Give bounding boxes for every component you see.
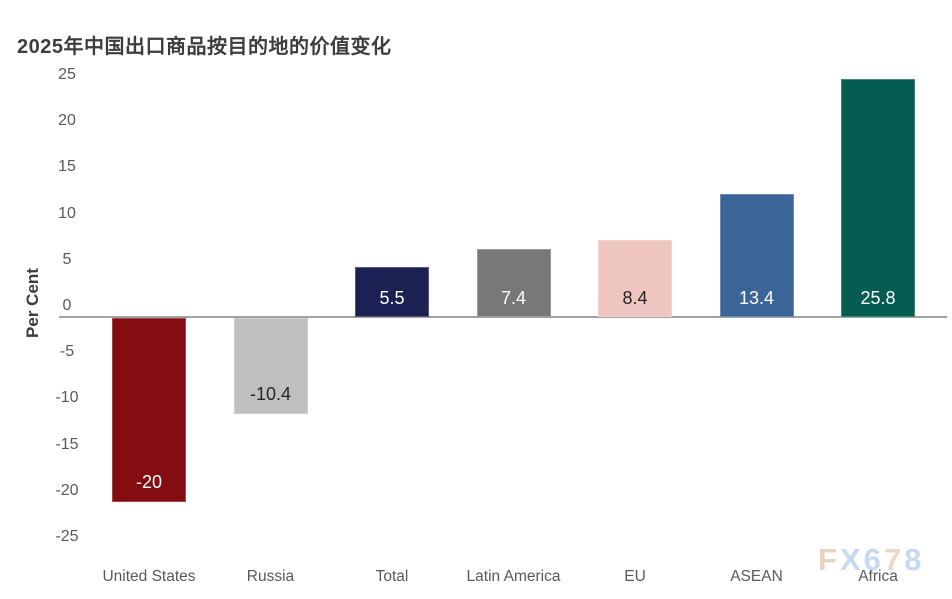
y-tick-label: 25 [58, 66, 76, 83]
bar-value-label: 25.8 [860, 287, 896, 308]
x-tick-label: EU [624, 568, 646, 585]
y-tick-label: -15 [55, 435, 79, 453]
y-tick-label: -5 [59, 343, 75, 361]
x-tick-label: Russia [246, 568, 295, 585]
bar-value-label: 7.4 [500, 287, 527, 308]
bar-eu [598, 239, 672, 318]
watermark-letter: 7 [883, 542, 905, 577]
bar-latin-america [476, 249, 551, 318]
x-tick-label: United States [102, 568, 196, 585]
y-tick-label: 20 [58, 112, 76, 130]
bar-value-label: -10.4 [249, 383, 292, 404]
watermark-fx678: FX678 [818, 542, 924, 578]
y-tick-label: 5 [62, 250, 72, 268]
x-tick-label: Latin America [466, 568, 561, 585]
bar-united-states [112, 317, 186, 503]
bar-total [355, 266, 429, 318]
y-axis-title: Per Cent [23, 268, 42, 338]
watermark-letter: F [818, 542, 840, 577]
bar-russia [233, 317, 308, 414]
y-tick-label: -25 [55, 528, 79, 545]
x-tick-label: Total [375, 568, 409, 585]
watermark-letter: 6 [863, 542, 884, 577]
bar-value-label: 8.4 [622, 287, 648, 308]
y-tick-label: 10 [58, 204, 76, 222]
bar-africa [841, 79, 915, 318]
bar-value-label: 13.4 [738, 287, 775, 308]
y-tick-label: 0 [62, 297, 72, 314]
watermark-letter: X [839, 542, 864, 577]
x-tick-label: ASEAN [730, 568, 783, 585]
bar-value-label: 5.5 [379, 287, 405, 308]
bar-value-label: -20 [135, 472, 163, 493]
chart-title: 2025年中国出口商品按目的地的价值变化 [17, 36, 392, 58]
y-tick-label: 15 [58, 158, 76, 176]
x-tick-label: Africa [858, 568, 898, 585]
bar-asean [719, 193, 794, 318]
y-tick-label: -20 [55, 481, 79, 499]
y-tick-label: -10 [55, 389, 79, 407]
watermark-letter: 8 [904, 542, 925, 577]
